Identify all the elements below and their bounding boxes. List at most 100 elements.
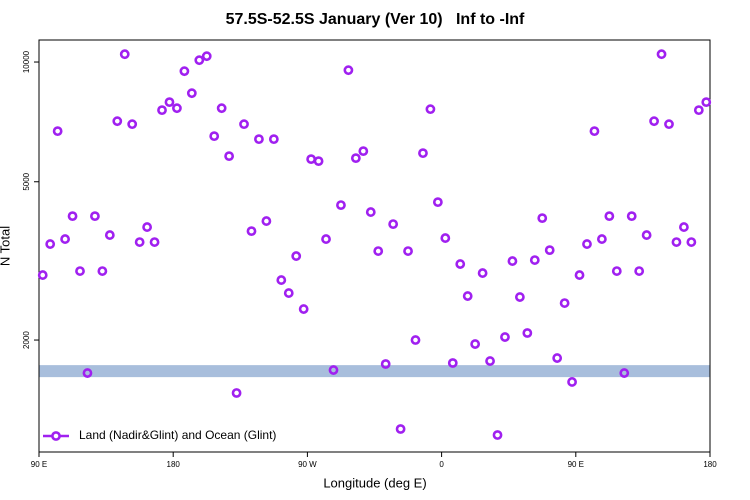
point <box>60 234 70 244</box>
point <box>701 97 712 108</box>
point <box>104 230 115 240</box>
point <box>328 365 339 375</box>
point <box>194 55 205 66</box>
point <box>544 245 555 256</box>
point <box>552 353 563 363</box>
point <box>664 119 674 130</box>
point <box>97 266 108 276</box>
point <box>224 151 235 162</box>
point <box>477 268 488 278</box>
x-tick-label: 90 E <box>568 460 584 469</box>
point <box>492 430 503 440</box>
y-tick-label: 5000 <box>22 172 31 190</box>
point <box>596 234 607 244</box>
point <box>254 134 264 145</box>
y-axis-label: N Total <box>0 226 12 266</box>
point <box>634 266 645 276</box>
point <box>403 246 413 256</box>
point <box>611 266 622 276</box>
point <box>127 119 138 130</box>
x-axis-label: Longitude (deg E) <box>323 475 426 490</box>
x-tick-label: 90 W <box>298 460 317 469</box>
point <box>693 105 704 116</box>
point <box>261 216 272 226</box>
point <box>90 211 100 222</box>
point <box>500 332 510 342</box>
x-tick-label: 180 <box>703 460 717 469</box>
point <box>425 104 436 115</box>
point <box>239 119 249 130</box>
point <box>75 266 85 276</box>
point <box>37 270 48 280</box>
point <box>373 246 384 256</box>
x-tick-label: 180 <box>167 460 181 469</box>
point <box>67 211 78 222</box>
point <box>164 97 175 108</box>
y-tick-label: 2000 <box>22 331 31 349</box>
point <box>134 237 145 247</box>
point <box>231 388 242 398</box>
point <box>186 88 197 99</box>
point <box>418 148 428 159</box>
chart-title: 57.5S-52.5S January (Ver 10) Inf to -Inf <box>226 11 525 28</box>
point <box>410 335 421 345</box>
point <box>529 255 540 265</box>
point <box>321 234 331 244</box>
point <box>157 105 167 116</box>
point <box>216 103 227 114</box>
point <box>119 49 130 60</box>
y-tick-label: 10000 <box>22 50 31 73</box>
point <box>589 126 600 137</box>
point <box>298 304 309 314</box>
point <box>52 126 63 137</box>
point <box>641 230 652 240</box>
point <box>686 237 697 247</box>
point <box>574 270 585 280</box>
point <box>380 359 391 369</box>
legend-marker <box>51 431 61 441</box>
point <box>432 197 443 208</box>
point <box>112 116 123 127</box>
point <box>246 226 257 237</box>
point <box>522 328 533 338</box>
point <box>514 292 525 302</box>
x-tick-label: 0 <box>439 460 444 469</box>
legend-label: Land (Nadir&Glint) and Ocean (Glint) <box>79 428 276 442</box>
point <box>142 222 153 232</box>
point <box>395 424 406 434</box>
point <box>649 116 659 127</box>
point <box>201 51 212 62</box>
point <box>350 153 361 164</box>
point <box>209 131 220 142</box>
point <box>679 222 689 232</box>
point <box>626 211 637 222</box>
point <box>619 368 630 378</box>
point <box>291 251 302 261</box>
point <box>485 356 495 366</box>
point <box>358 146 369 157</box>
x-tick-label: 90 E <box>31 460 47 469</box>
point <box>656 49 667 60</box>
point <box>313 156 324 167</box>
point <box>447 358 458 368</box>
point <box>283 288 294 298</box>
point <box>365 207 376 217</box>
point <box>336 200 346 211</box>
point <box>559 298 570 308</box>
point <box>45 239 56 249</box>
point <box>276 275 287 285</box>
point <box>507 256 518 266</box>
point <box>172 103 182 114</box>
point <box>179 66 190 77</box>
point <box>440 233 451 243</box>
point <box>537 213 548 224</box>
point <box>388 219 399 230</box>
point <box>343 65 354 76</box>
point <box>604 211 615 222</box>
point <box>149 237 160 247</box>
point <box>470 339 481 349</box>
point <box>462 291 473 301</box>
point <box>567 377 577 387</box>
point <box>582 239 592 249</box>
